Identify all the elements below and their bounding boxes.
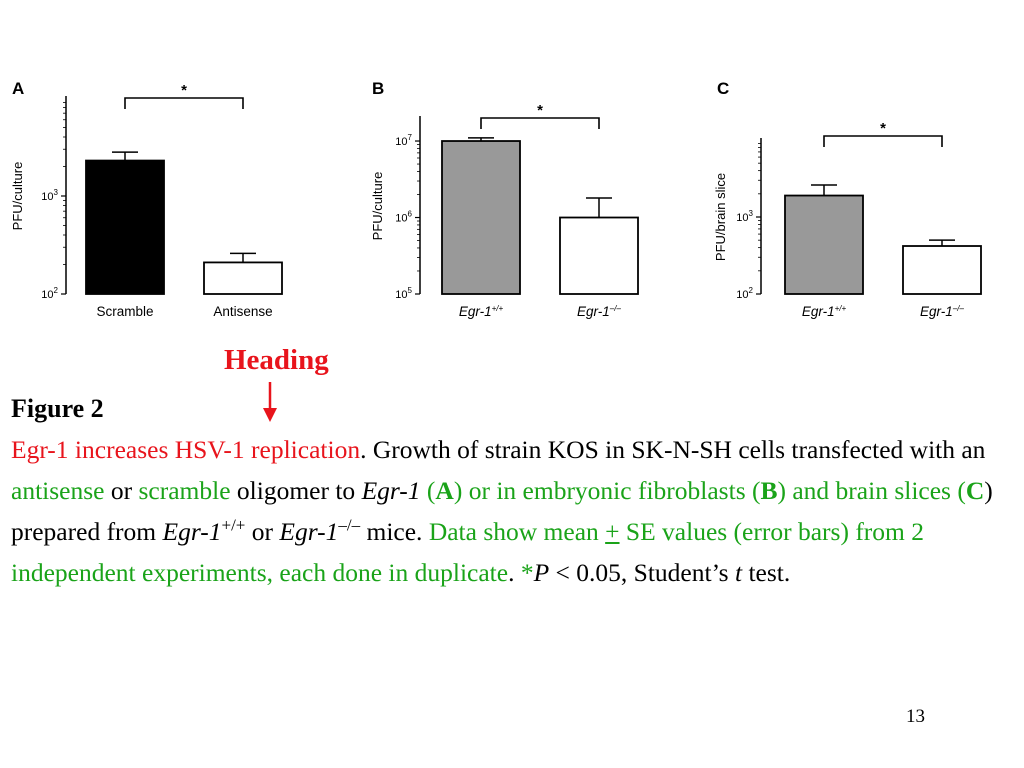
- significance-star: *: [181, 82, 187, 99]
- caption-panel-b: B: [760, 476, 778, 505]
- caption-plus: +: [605, 517, 620, 546]
- page-number: 13: [906, 706, 925, 727]
- significance-star: *: [537, 102, 543, 119]
- caption-text: . Growth of strain KOS in SK-N-SH cells …: [360, 435, 986, 464]
- significance-star: *: [880, 120, 886, 137]
- caption-text: oligomer to: [230, 476, 362, 505]
- figure-caption: Figure 2 Egr-1 increases HSV-1 replicati…: [11, 388, 1011, 593]
- y-axis-label: PFU/culture: [370, 172, 385, 241]
- figure-charts: A PFU/culture 102 103 Scramble Antisense * B PF…: [0, 60, 1024, 340]
- caption-text: or: [245, 517, 280, 546]
- caption-text: (: [420, 476, 436, 505]
- y-tick-label: 105: [395, 286, 412, 301]
- panel-letter: A: [12, 79, 24, 98]
- y-tick-label: 107: [395, 133, 412, 148]
- figure-label: Figure 2: [11, 394, 104, 423]
- x-tick-label: Egr-1+/+: [802, 304, 847, 319]
- caption-text: .: [508, 558, 521, 587]
- x-tick-label: Egr-1–/–: [920, 304, 964, 319]
- y-tick-label: 103: [41, 188, 58, 203]
- x-tick-label: Egr-1+/+: [459, 304, 504, 319]
- caption-sup-wt: +/+: [221, 515, 246, 535]
- caption-text: test.: [742, 558, 791, 587]
- bar-1: [784, 194, 864, 295]
- caption-text: ) prepared from: [11, 476, 993, 546]
- bar-1: [441, 140, 521, 295]
- panel-letter: B: [372, 79, 384, 98]
- caption-sup-ko: –/–: [338, 515, 361, 535]
- panel-letter: C: [717, 79, 729, 98]
- caption-antisense: antisense: [11, 476, 105, 505]
- caption-text: < 0.05, Student’s: [549, 558, 735, 587]
- heading-annotation: Heading: [224, 344, 329, 376]
- caption-panel-c: C: [965, 476, 985, 505]
- caption-se-text: SE values (error bars) from 2 independen…: [11, 517, 925, 587]
- bar-2: [203, 261, 283, 295]
- chart-panel-b: B PFU/culture 105 106 107 Egr-1+/+ Egr-1–/– *: [370, 79, 639, 319]
- bar-1: [85, 159, 165, 295]
- caption-egr-ko: Egr-1: [279, 517, 339, 546]
- y-axis-label: PFU/culture: [10, 162, 25, 231]
- significance-bracket: [124, 97, 244, 109]
- caption-text: ) or in embryonic fibroblasts (: [453, 476, 761, 505]
- bar-2: [902, 245, 982, 295]
- bar-2: [559, 216, 639, 295]
- caption-star: *: [520, 558, 534, 587]
- y-axis-label: PFU/brain slice: [713, 173, 728, 261]
- y-tick-label: 102: [736, 286, 753, 301]
- caption-egr: Egr-1: [361, 476, 421, 505]
- y-tick-label: 102: [41, 286, 58, 301]
- chart-panel-c: C PFU/brain slice 102 103 Egr-1+/+ Egr-1–/– *: [713, 79, 982, 319]
- caption-egr-wt: Egr-1: [162, 517, 222, 546]
- caption-text: or: [104, 476, 139, 505]
- caption-text: ) and brain slices (: [777, 476, 966, 505]
- chart-panel-a: A PFU/culture 102 103 Scramble Antisense *: [10, 79, 283, 319]
- caption-panel-a: A: [435, 476, 454, 505]
- caption-title: Egr-1 increases HSV-1 replication: [11, 435, 361, 464]
- y-tick-label: 106: [395, 210, 412, 225]
- heading-arrow-icon: [263, 382, 277, 422]
- caption-t: t: [734, 558, 743, 587]
- x-tick-label: Antisense: [213, 304, 272, 319]
- y-tick-label: 103: [736, 209, 753, 224]
- caption-data-show: Data show mean: [428, 517, 606, 546]
- significance-bracket: [823, 135, 943, 147]
- caption-scramble: scramble: [138, 476, 231, 505]
- caption-body: Egr-1 increases HSV-1 replication. Growt…: [11, 429, 1011, 593]
- caption-text: mice.: [360, 517, 429, 546]
- caption-p: P: [533, 558, 550, 587]
- x-tick-label: Egr-1–/–: [577, 304, 621, 319]
- significance-bracket: [480, 117, 600, 129]
- x-tick-label: Scramble: [96, 304, 153, 319]
